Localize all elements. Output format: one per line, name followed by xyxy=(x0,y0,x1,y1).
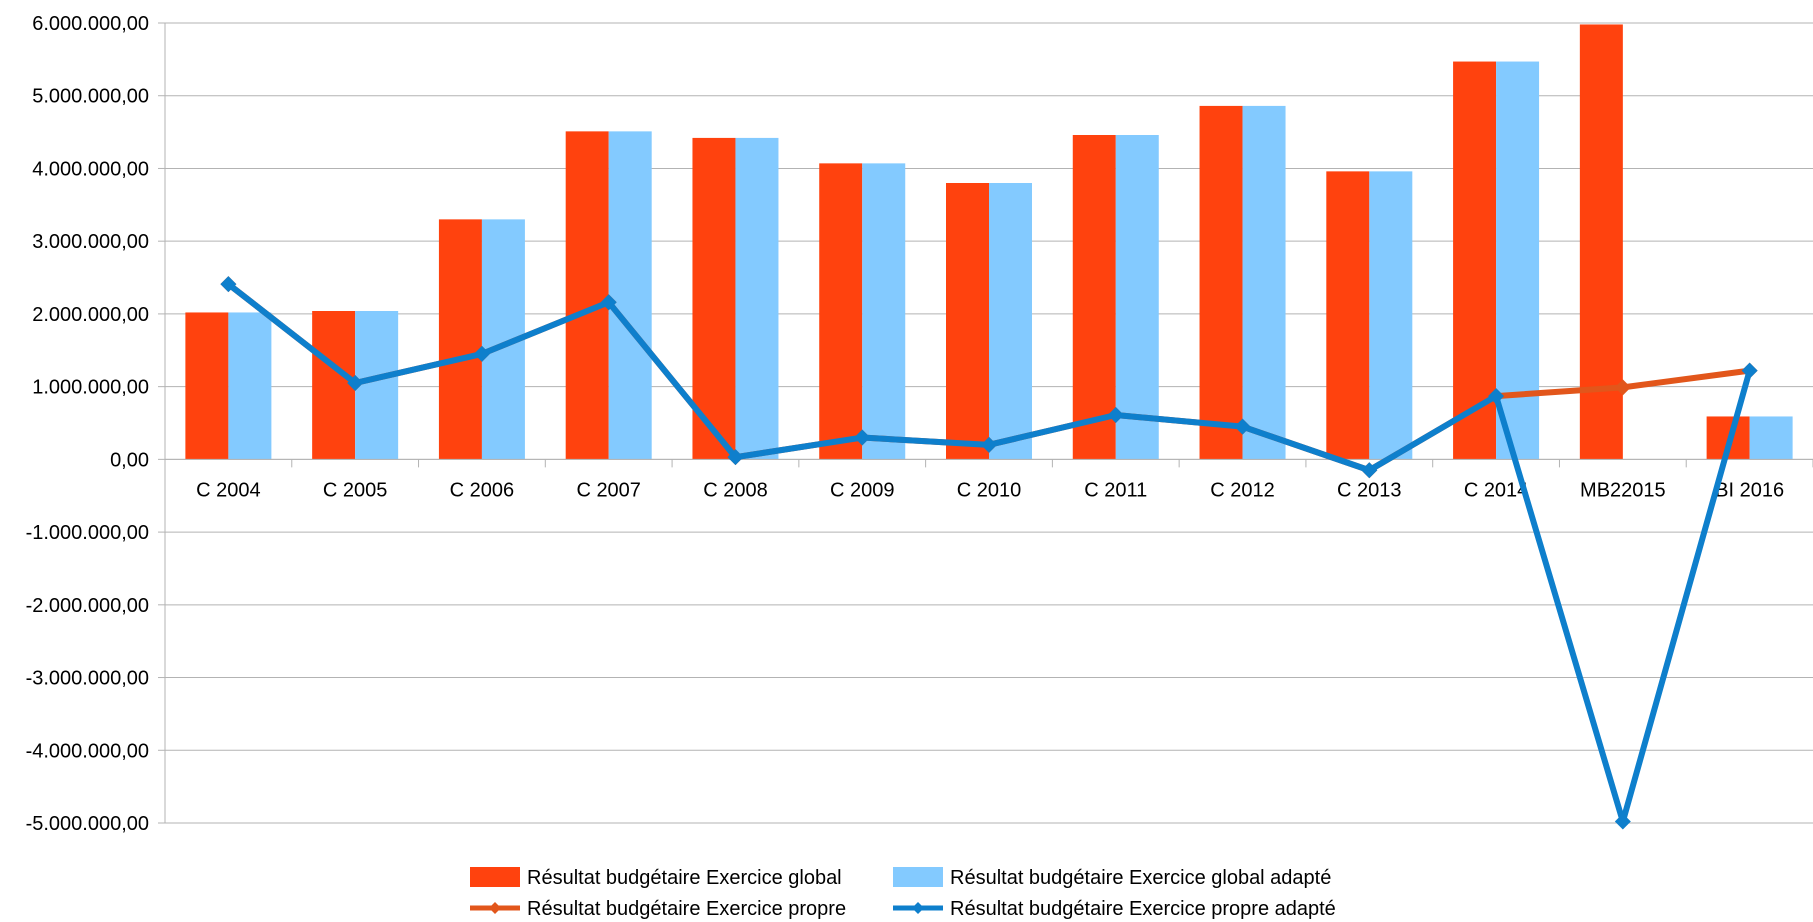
bars xyxy=(185,24,1793,460)
point-propre-adapte-7 xyxy=(1107,407,1124,423)
point-propre-adapte-12 xyxy=(1741,362,1758,379)
bar-global-5 xyxy=(819,163,863,460)
x-tick-label: C 2012 xyxy=(1210,479,1275,501)
x-tick-label: C 2007 xyxy=(576,479,641,501)
legend-swatch-bar xyxy=(893,867,943,887)
point-propre-adapte-0 xyxy=(220,276,237,293)
point-propre-adapte-2 xyxy=(473,345,490,362)
axes xyxy=(158,22,1813,824)
bar-global-adapte-5 xyxy=(862,163,906,460)
legend-label: Résultat budgétaire Exercice global adap… xyxy=(950,867,1331,889)
legend-marker xyxy=(912,902,924,914)
point-propre-11 xyxy=(1614,379,1631,396)
bar-global-7 xyxy=(1072,135,1116,460)
x-tick-label: C 2014 xyxy=(1464,479,1529,501)
bar-global-adapte-3 xyxy=(608,131,652,460)
point-propre-adapte-4 xyxy=(727,449,744,466)
x-tick-label: C 2005 xyxy=(323,479,388,501)
bar-global-3 xyxy=(565,131,609,460)
bar-global-adapte-6 xyxy=(989,183,1032,460)
x-tick-label: C 2004 xyxy=(196,479,261,501)
x-tick-label: C 2011 xyxy=(1084,479,1147,501)
y-tick-label: -4.000.000,00 xyxy=(26,740,149,762)
bar-global-adapte-10 xyxy=(1496,61,1540,460)
legend-label: Résultat budgétaire Exercice global xyxy=(527,867,842,889)
bar-global-10 xyxy=(1453,61,1497,460)
bar-global-11 xyxy=(1579,24,1623,460)
line-series xyxy=(220,276,1758,830)
x-tick-label: C 2010 xyxy=(957,479,1022,501)
bar-global-1 xyxy=(312,311,356,460)
y-tick-label: 2.000.000,00 xyxy=(32,304,149,326)
y-tick-label: 4.000.000,00 xyxy=(32,158,149,180)
bar-global-4 xyxy=(692,137,736,460)
x-tick-label: C 2008 xyxy=(703,479,768,501)
y-tick-label: 6.000.000,00 xyxy=(32,13,149,35)
x-axis-tick-labels: C 2004 C 2005 C 2006 C 2007 C 2008 C 2009 C 20… xyxy=(196,479,1784,501)
bar-global-adapte-8 xyxy=(1242,105,1286,460)
bar-global-adapte-7 xyxy=(1115,135,1159,460)
y-tick-label: 5.000.000,00 xyxy=(32,86,149,108)
legend-swatch-bar xyxy=(470,867,520,887)
bar-global-adapte-0 xyxy=(228,312,272,460)
x-tick-label: C 2009 xyxy=(830,479,895,501)
y-tick-label: -2.000.000,00 xyxy=(26,595,149,617)
x-tick-label: BI 2016 xyxy=(1715,479,1784,501)
point-propre-adapte-5 xyxy=(854,429,871,446)
bar-global-adapte-12 xyxy=(1749,416,1793,460)
y-tick-label: -1.000.000,00 xyxy=(26,522,149,544)
y-axis-tick-labels: 6.000.000,00 5.000.000,00 4.000.000,00 3.00… xyxy=(26,13,149,835)
y-tick-label: -5.000.000,00 xyxy=(26,813,149,835)
bar-global-9 xyxy=(1326,171,1370,460)
bar-global-adapte-1 xyxy=(355,311,399,460)
y-tick-label: -3.000.000,00 xyxy=(26,668,149,690)
legend: Résultat budgétaire Exercice global Résul… xyxy=(470,867,1336,920)
bar-global-0 xyxy=(185,312,229,460)
bar-global-6 xyxy=(946,183,989,460)
point-propre-adapte-1 xyxy=(347,375,364,391)
point-propre-adapte-9 xyxy=(1361,462,1378,479)
point-propre-adapte-10 xyxy=(1488,388,1505,405)
point-propre-adapte-6 xyxy=(981,436,997,453)
bar-global-2 xyxy=(438,219,482,460)
point-propre-adapte-3 xyxy=(600,294,617,311)
y-tick-label: 1.000.000,00 xyxy=(32,377,149,399)
point-propre-adapte-11 xyxy=(1614,813,1631,830)
y-tick-label: 3.000.000,00 xyxy=(32,231,149,253)
bar-global-adapte-9 xyxy=(1369,171,1413,460)
x-tick-label: MB22015 xyxy=(1580,479,1666,501)
legend-label: Résultat budgétaire Exercice propre adap… xyxy=(950,898,1336,920)
legend-label: Résultat budgétaire Exercice propre xyxy=(527,898,846,920)
point-propre-adapte-8 xyxy=(1234,418,1251,435)
legend-marker xyxy=(489,902,501,914)
x-tick-label: C 2006 xyxy=(450,479,515,501)
bar-global-adapte-4 xyxy=(735,137,779,460)
y-tick-label: 0,00 xyxy=(110,449,149,471)
bar-global-8 xyxy=(1199,105,1243,460)
x-tick-label: C 2013 xyxy=(1337,479,1402,501)
